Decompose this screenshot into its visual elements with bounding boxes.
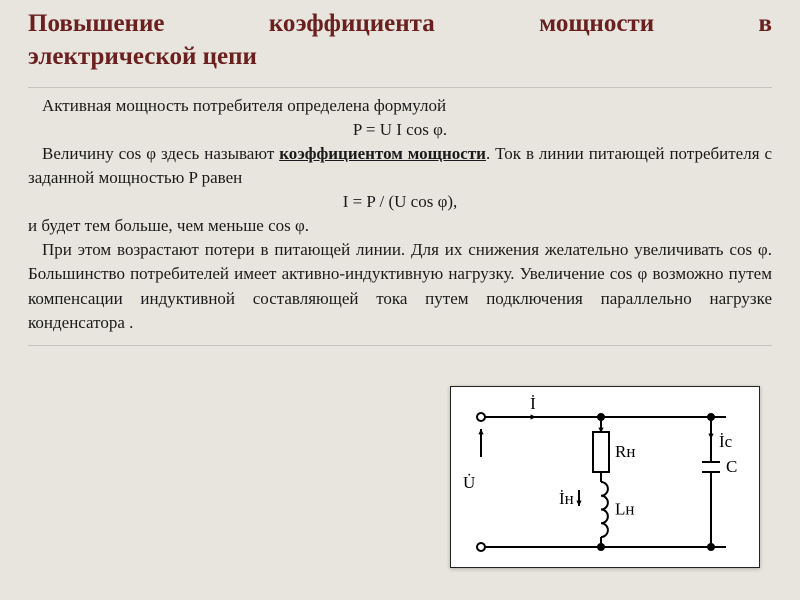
- para-2a: Величину cos φ здесь называют: [42, 144, 279, 163]
- para-1: Активная мощность потребителя определена…: [28, 94, 772, 118]
- slide-title-line1: Повышение коэффициента мощности в: [28, 8, 772, 39]
- svg-text:İн: İн: [559, 489, 574, 508]
- slide: Повышение коэффициента мощности в электр…: [0, 0, 800, 600]
- circuit-svg: İ U̇ Rн Lн İн C İс: [451, 387, 761, 569]
- svg-text:Rн: Rн: [615, 442, 635, 461]
- svg-text:U̇: U̇: [463, 473, 475, 492]
- content: Активная мощность потребителя определена…: [28, 94, 772, 335]
- slide-title-line2: электрической цепи: [28, 41, 772, 72]
- para-3: и будет тем больше, чем меньше cos φ.: [28, 214, 772, 238]
- term-power-factor: коэффициентом мощности: [279, 144, 486, 163]
- formula-1: P = U I cos φ.: [28, 118, 772, 142]
- formula-2: I = P / (U cos φ),: [28, 190, 772, 214]
- para-4: При этом возрастают потери в питающей ли…: [28, 238, 772, 335]
- para-2: Величину cos φ здесь называют коэффициен…: [28, 142, 772, 190]
- svg-text:İ: İ: [530, 394, 536, 413]
- content-block: Активная мощность потребителя определена…: [28, 87, 772, 346]
- circuit-diagram: İ U̇ Rн Lн İн C İс: [450, 386, 760, 568]
- svg-text:C: C: [726, 457, 737, 476]
- svg-text:İс: İс: [719, 432, 733, 451]
- svg-text:Lн: Lн: [615, 500, 634, 519]
